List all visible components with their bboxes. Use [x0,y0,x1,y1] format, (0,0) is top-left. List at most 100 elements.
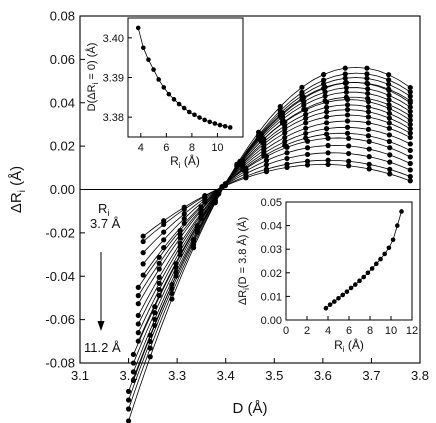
main-series-group [125,65,413,423]
ri-annotation: Ri [98,201,109,218]
inset-top-point [217,122,223,128]
series-point [135,293,141,299]
inset-bottom-point [382,251,388,257]
series-point [365,109,372,115]
series-Ri-11.2 [125,65,413,423]
series-point [342,71,348,77]
series-point [284,155,290,162]
series-Ri-3.8 [140,157,413,245]
series-point [386,132,392,138]
series-point [161,245,167,251]
series-point [323,120,330,126]
main-y-ticks: -0.08 -0.06 -0.04 -0.02 0.00 0.02 0.04 0.06 0.08 [45,9,85,371]
inset-top-point [212,121,218,126]
inset-top-y-tick-label: 3.39 [103,73,124,85]
inset-top-y-label-unit: = 0) (Å) [85,43,98,83]
inset-bottom-x-tick-label: 2 [304,325,310,337]
series-line [137,114,411,316]
series-point [364,65,370,71]
inset-bottom-frame [285,201,413,321]
series-point [365,133,372,139]
inset-bottom-x-tick-label: 8 [367,325,373,337]
series-point [156,254,162,260]
series-point [263,157,270,164]
series-line [137,132,411,288]
series-point [344,118,351,124]
series-point [284,150,290,156]
series-point [181,215,187,222]
series-point [342,80,348,86]
inset-top-point [156,77,161,82]
inset-bottom-point [395,223,400,228]
series-point [125,418,132,423]
inset-top-x-label-main: R [170,154,179,168]
series-point [156,274,162,280]
series-point [366,138,372,145]
main-chart: 3.1 3.2 3.3 3.4 3.5 3.6 3.7 3.8 -0.08 -0.06 -0.04… [8,9,429,423]
series-point [343,94,349,100]
inset-bottom-x-tick-label: 10 [385,325,397,337]
series-line [142,159,411,242]
series-point [386,105,392,112]
series-point [366,154,372,160]
series-point [344,112,351,118]
inset-bottom-point [332,299,337,304]
inset-bottom-point [399,209,404,214]
series-point [387,145,393,151]
main-y-tick-label: -0.02 [45,225,75,240]
inset-bottom-point [336,295,341,301]
series-point [125,397,132,403]
inset-top-point [171,97,177,102]
series-point [147,338,153,345]
inset-bottom-y-tick-label: 0.02 [261,268,282,280]
inset-top-y-tick-label: 3.40 [103,33,124,45]
series-line [137,109,411,325]
series-point [156,280,162,286]
series-point [130,360,137,366]
series-point [299,84,305,90]
inset-top-y-label-sub: i [91,82,100,84]
series-point [407,113,413,119]
series-line [133,96,411,355]
series-point [147,354,153,360]
series-point [140,233,146,239]
series-line [142,164,411,237]
series-point [177,235,183,241]
inset-top-y-label-main: D(ΔR [86,84,98,111]
series-line [133,91,411,364]
series-point [365,86,371,92]
series-point [346,135,352,141]
inset-bottom-x-label-main: R [334,338,343,352]
series-point [407,84,413,91]
inset-bottom-x-ticks: 0 2 4 6 8 10 12 [283,316,418,337]
series-point [282,134,288,141]
series-line [128,82,411,392]
inset-bottom-point [361,274,367,280]
inset-top-point [187,109,192,115]
series-point [325,161,331,168]
inset-top-point [202,117,207,123]
inset-bottom-y-label-sub: i [242,288,251,290]
main-x-tick-label: 3.7 [362,368,380,383]
series-point [161,229,167,235]
series-point [303,115,309,121]
series-point [386,72,392,78]
series-point [177,227,183,234]
series-point [147,332,153,338]
ri-annotation-sub: i [107,208,109,218]
series-point [366,146,372,152]
series-point [344,102,351,108]
series-Ri-5.8 [135,124,413,299]
series-point [299,96,305,103]
inset-bottom-point [323,305,329,311]
inset-top-point [192,112,197,118]
series-point [407,89,413,95]
series-point [386,92,392,98]
series-point [344,124,351,130]
series-point [135,284,141,290]
series-point [156,260,162,266]
inset-bottom-chart: 0 2 4 6 8 10 12 0.00 0.01 0.02 0.03 0.04 0.05 Ri (Å… [236,197,418,354]
series-point [181,211,187,217]
series-point [140,272,146,278]
ri-annotation-main: R [98,201,107,216]
